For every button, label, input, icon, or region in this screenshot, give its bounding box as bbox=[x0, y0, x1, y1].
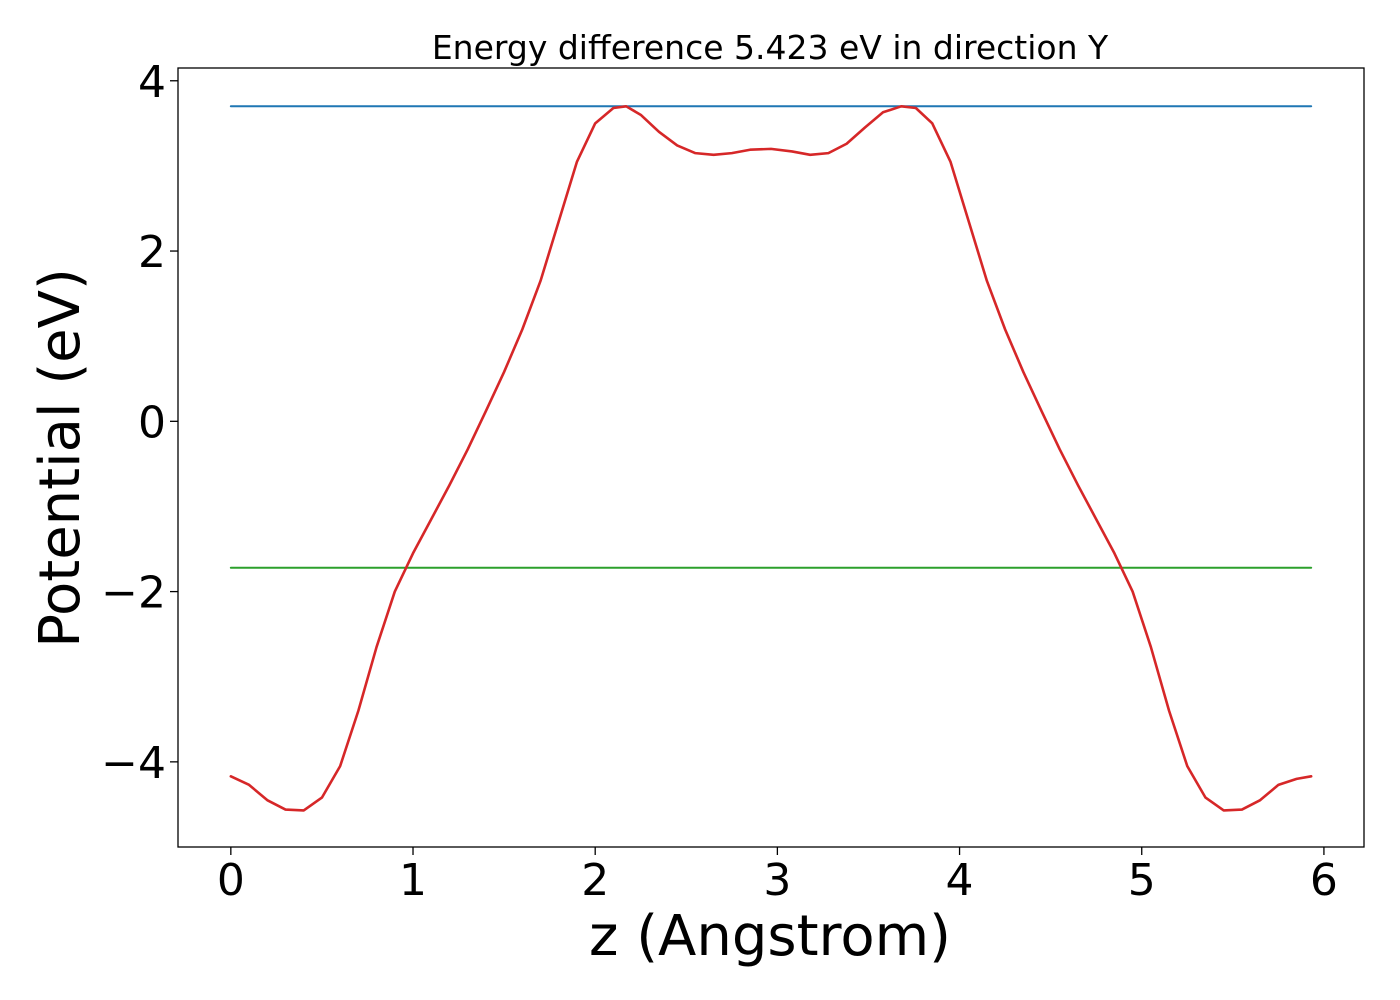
x-tick-label: 3 bbox=[763, 855, 791, 906]
y-tick-label: 2 bbox=[138, 227, 166, 278]
chart-title: Energy difference 5.423 eV in direction … bbox=[432, 28, 1109, 67]
y-tick-label: −4 bbox=[101, 738, 166, 789]
x-tick-label: 0 bbox=[217, 855, 245, 906]
y-axis-ticks: −4 −2 0 2 4 bbox=[101, 57, 178, 789]
x-tick-label: 5 bbox=[1128, 855, 1156, 906]
x-axis-label: z (Angstrom) bbox=[589, 904, 951, 969]
y-tick-label: −2 bbox=[101, 568, 166, 619]
plot-area bbox=[177, 67, 1365, 848]
y-axis-label: Potential (eV) bbox=[28, 268, 93, 648]
y-tick-label: 4 bbox=[138, 57, 166, 108]
potential-curve bbox=[229, 105, 1313, 812]
series-layer bbox=[229, 105, 1313, 812]
plot-frame bbox=[177, 67, 1365, 848]
x-tick-label: 2 bbox=[581, 855, 609, 906]
x-tick-label: 1 bbox=[399, 855, 427, 906]
x-tick-label: 4 bbox=[946, 855, 974, 906]
x-tick-label: 6 bbox=[1310, 855, 1338, 906]
x-axis-ticks: 0 1 2 3 4 5 6 bbox=[217, 847, 1338, 906]
y-tick-label: 0 bbox=[138, 397, 166, 448]
